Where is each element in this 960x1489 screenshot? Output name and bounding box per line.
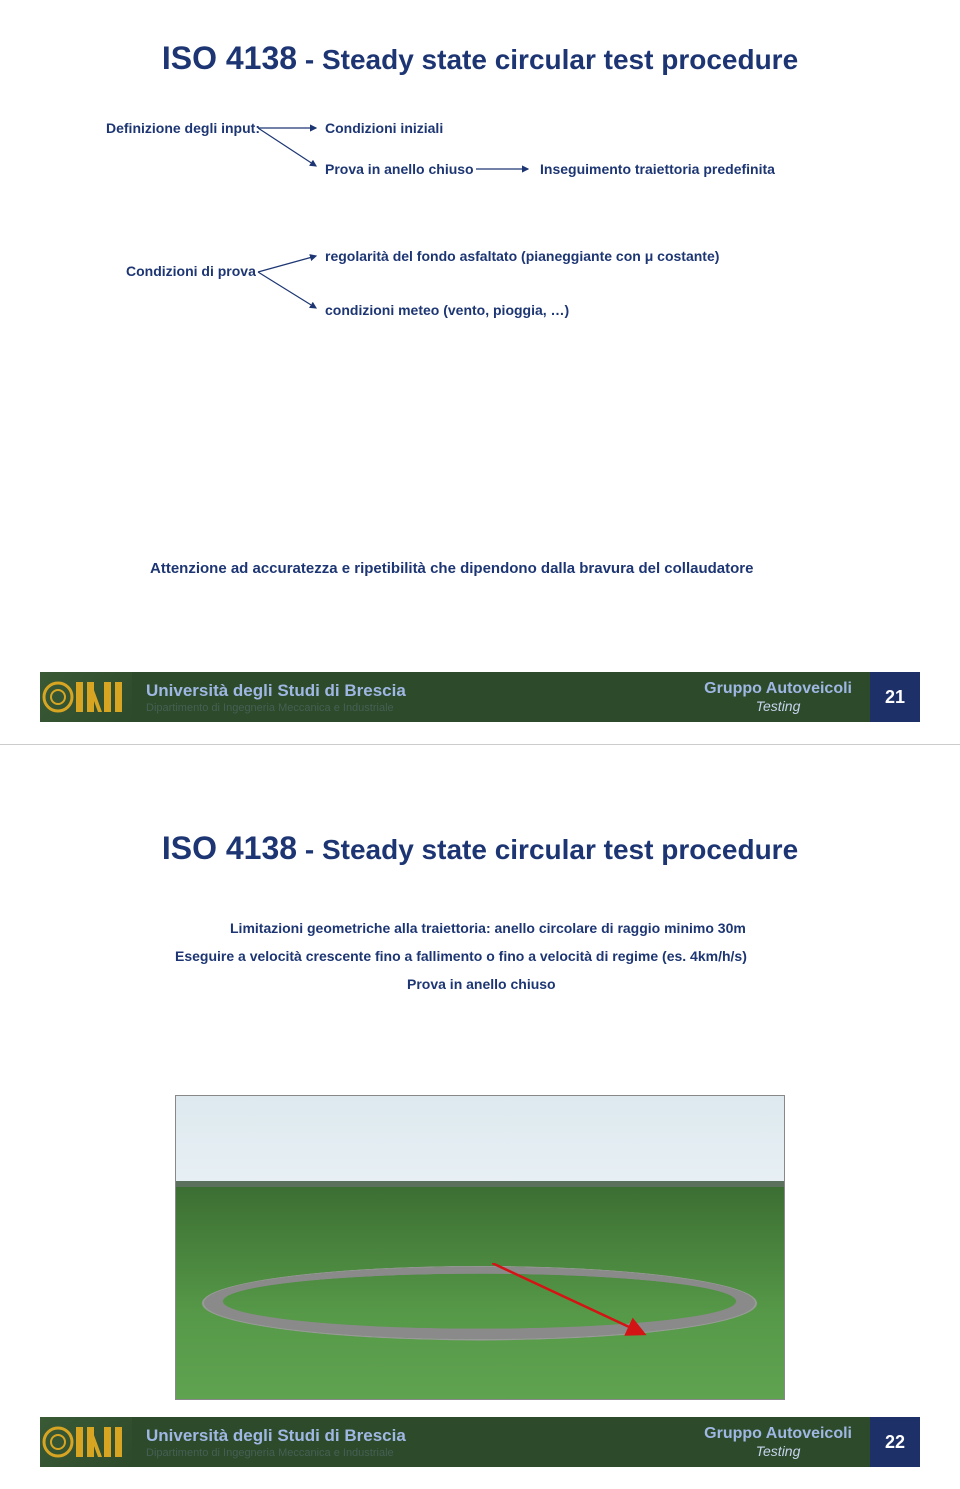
limitation-line: Limitazioni geometriche alla traiettoria… bbox=[230, 920, 746, 936]
footer-dept: Dipartimento di Ingegneria Meccanica e I… bbox=[146, 702, 686, 714]
slide-title: ISO 4138 - Steady state circular test pr… bbox=[120, 40, 840, 77]
slide-1: ISO 4138 - Steady state circular test pr… bbox=[0, 0, 960, 744]
footer-group: Gruppo Autoveicoli Testing bbox=[686, 1425, 870, 1459]
footer: Università degli Studi di Brescia Dipart… bbox=[40, 672, 920, 722]
footer-university: Università degli Studi di Brescia Dipart… bbox=[132, 1426, 686, 1459]
footer-testing: Testing bbox=[704, 698, 852, 714]
footer: Università degli Studi di Brescia Dipart… bbox=[40, 1417, 920, 1467]
sky bbox=[176, 1096, 784, 1187]
label-meteo: condizioni meteo (vento, pioggia, …) bbox=[325, 302, 569, 318]
title-prefix: ISO 4138 bbox=[162, 40, 297, 76]
anello-line: Prova in anello chiuso bbox=[407, 976, 556, 992]
slide-title: ISO 4138 - Steady state circular test pr… bbox=[120, 830, 840, 867]
arrow-icon bbox=[258, 250, 328, 320]
label-def-input: Definizione degli input: bbox=[106, 120, 260, 136]
footer-group-name: Gruppo Autoveicoli bbox=[704, 1425, 852, 1443]
footer-university: Università degli Studi di Brescia Dipart… bbox=[132, 681, 686, 714]
title-suffix: - Steady state circular test procedure bbox=[297, 44, 798, 75]
arrow-icon bbox=[476, 163, 536, 179]
page-number: 22 bbox=[870, 1417, 920, 1467]
label-inseg: Inseguimento traiettoria predefinita bbox=[540, 161, 775, 177]
slide-2: ISO 4138 - Steady state circular test pr… bbox=[0, 745, 960, 1489]
footer-group-name: Gruppo Autoveicoli bbox=[704, 680, 852, 698]
red-arrow-icon bbox=[492, 1263, 662, 1353]
footer-uni-name: Università degli Studi di Brescia bbox=[146, 681, 686, 701]
logo-icon bbox=[40, 672, 132, 722]
label-regolarita: regolarità del fondo asfaltato (pianeggi… bbox=[325, 248, 719, 264]
track-image bbox=[175, 1095, 785, 1400]
title-suffix: - Steady state circular test procedure bbox=[297, 834, 798, 865]
footer-group: Gruppo Autoveicoli Testing bbox=[686, 680, 870, 714]
logo-icon bbox=[40, 1417, 132, 1467]
footer-testing: Testing bbox=[704, 1443, 852, 1459]
execution-line: Eseguire a velocità crescente fino a fal… bbox=[175, 948, 747, 964]
footer-dept: Dipartimento di Ingegneria Meccanica e I… bbox=[146, 1447, 686, 1459]
title-prefix: ISO 4138 bbox=[162, 830, 297, 866]
label-cond-prova: Condizioni di prova bbox=[126, 263, 256, 279]
footer-uni-name: Università degli Studi di Brescia bbox=[146, 1426, 686, 1446]
page-number: 21 bbox=[870, 672, 920, 722]
arrow-icon bbox=[258, 118, 328, 178]
attention-text: Attenzione ad accuratezza e ripetibilità… bbox=[150, 560, 753, 577]
label-prova-anello: Prova in anello chiuso bbox=[325, 161, 474, 177]
label-cond-iniziali: Condizioni iniziali bbox=[325, 120, 443, 136]
